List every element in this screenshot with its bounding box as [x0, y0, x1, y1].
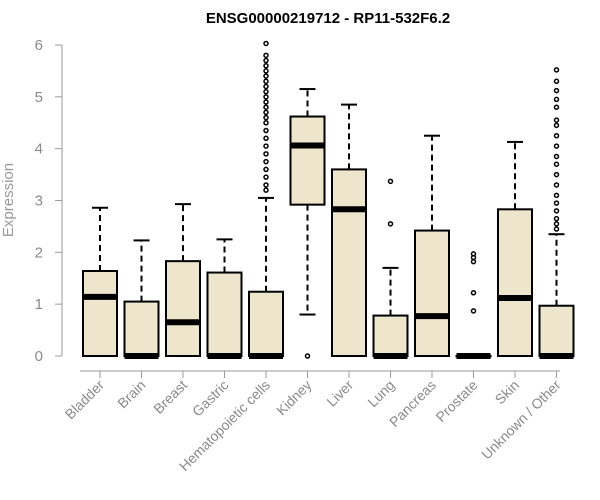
- y-ticks: 0 1 2 3 4 5 6: [35, 37, 62, 365]
- outlier-point: [553, 104, 560, 110]
- outlier-point: [553, 161, 560, 167]
- outlier-point: [553, 78, 560, 85]
- outlier-point: [304, 353, 311, 359]
- outlier-point: [263, 166, 269, 173]
- x-tick-label: Skin: [492, 377, 523, 408]
- x-tick-label: Breast: [150, 377, 190, 417]
- outlier-point: [553, 122, 560, 129]
- y-tick-label: 2: [35, 244, 43, 261]
- box-iqr: [289, 115, 326, 206]
- box-iqr: [206, 271, 243, 358]
- outlier-point: [263, 135, 269, 142]
- box-group: [497, 140, 533, 357]
- box-group: [455, 251, 492, 359]
- outlier-point: [470, 308, 477, 314]
- outlier-point: [553, 215, 560, 222]
- y-tick-label: 0: [35, 348, 43, 365]
- outlier-point: [387, 178, 394, 185]
- x-tick-label: Prostate: [432, 377, 480, 425]
- box-group: [289, 88, 326, 359]
- y-tick-label: 3: [35, 193, 43, 210]
- outlier-point: [263, 151, 269, 157]
- outlier-point: [553, 143, 560, 149]
- outlier-point: [263, 174, 269, 180]
- outlier-point: [263, 143, 269, 149]
- x-tick-label: Bladder: [62, 377, 108, 423]
- outlier-point: [553, 117, 560, 123]
- outlier-point: [263, 57, 269, 64]
- y-tick-label: 4: [35, 141, 43, 158]
- box-group: [414, 134, 450, 358]
- box-series: [82, 40, 575, 359]
- box-group: [165, 203, 201, 357]
- outlier-point: [263, 62, 269, 69]
- outlier-point: [263, 73, 269, 79]
- x-tick-label: Brain: [114, 377, 148, 411]
- y-axis-label: Expression: [0, 163, 17, 237]
- outlier-point: [263, 40, 269, 47]
- box-iqr: [414, 229, 450, 358]
- box-group: [538, 67, 575, 359]
- y-tick-label: 1: [35, 296, 43, 313]
- outlier-point: [263, 127, 269, 134]
- chart-title: ENSG00000219712 - RP11-532F6.2: [206, 10, 450, 27]
- outlier-point: [263, 109, 269, 116]
- x-tick-label: Kidney: [273, 377, 315, 419]
- outlier-point: [553, 153, 560, 160]
- box-iqr: [497, 208, 533, 357]
- outlier-point: [470, 290, 477, 296]
- outlier-point: [553, 67, 560, 73]
- outlier-point: [263, 187, 269, 193]
- outlier-point: [553, 221, 560, 227]
- box-group: [82, 206, 118, 358]
- box-group: [206, 238, 243, 359]
- box-iqr: [331, 168, 367, 357]
- outlier-point: [263, 182, 269, 188]
- outlier-point: [553, 226, 560, 232]
- y-tick-label: 6: [35, 37, 43, 54]
- outlier-point: [470, 251, 477, 257]
- outlier-point: [263, 88, 269, 95]
- outlier-point: [553, 171, 560, 178]
- outlier-point: [263, 83, 269, 90]
- outlier-point: [263, 158, 269, 165]
- box-group: [248, 40, 284, 359]
- box-iqr: [248, 290, 284, 357]
- outlier-point: [263, 78, 269, 85]
- outlier-point: [263, 120, 269, 126]
- box-group: [123, 239, 160, 359]
- box-iqr: [123, 300, 160, 358]
- x-tick-label: Lung: [364, 377, 397, 410]
- x-tick-label: Liver: [323, 377, 356, 410]
- outlier-point: [387, 221, 394, 227]
- outlier-point: [553, 132, 560, 139]
- outlier-point: [263, 94, 269, 100]
- outlier-point: [553, 200, 560, 206]
- outlier-point: [263, 52, 269, 59]
- box-iqr: [165, 260, 201, 357]
- outlier-point: [553, 208, 560, 214]
- box-iqr: [372, 314, 409, 358]
- outlier-point: [553, 192, 560, 199]
- outlier-point: [263, 68, 269, 74]
- box-iqr: [82, 269, 118, 358]
- box-group: [372, 178, 409, 359]
- outlier-point: [553, 87, 560, 94]
- outlier-point: [553, 182, 560, 188]
- y-tick-label: 5: [35, 89, 43, 106]
- outlier-point: [263, 99, 269, 105]
- x-tick-label: Unknown / Other: [478, 377, 564, 463]
- outlier-point: [263, 104, 269, 110]
- box-iqr: [538, 304, 575, 358]
- outlier-point: [263, 114, 269, 121]
- box-group: [331, 103, 367, 357]
- outlier-point: [553, 96, 560, 103]
